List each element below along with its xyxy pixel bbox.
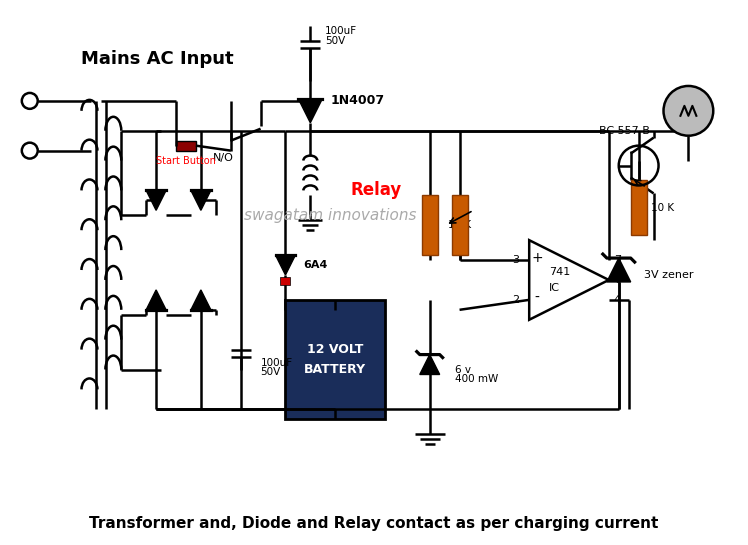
- Text: swagatam innovations: swagatam innovations: [244, 208, 417, 223]
- Text: 6 v: 6 v: [455, 365, 470, 374]
- Bar: [452, 196, 468, 255]
- Text: 100uF: 100uF: [260, 358, 292, 367]
- Bar: [631, 180, 646, 235]
- Polygon shape: [420, 355, 440, 374]
- Text: 7: 7: [614, 255, 621, 265]
- Text: 1N4007: 1N4007: [330, 94, 384, 107]
- Text: Mains AC Input: Mains AC Input: [82, 50, 234, 68]
- Polygon shape: [298, 99, 322, 123]
- Text: -: -: [535, 291, 539, 305]
- Polygon shape: [529, 240, 609, 320]
- Text: 50V: 50V: [260, 367, 280, 378]
- Text: 3: 3: [512, 255, 519, 265]
- Text: Start Button: Start Button: [156, 155, 216, 166]
- Polygon shape: [146, 190, 166, 210]
- Polygon shape: [607, 258, 631, 282]
- Text: Relay: Relay: [350, 181, 402, 199]
- Text: Transformer and, Diode and Relay contact as per charging current: Transformer and, Diode and Relay contact…: [89, 516, 659, 531]
- Text: 100uF: 100uF: [325, 26, 358, 36]
- Text: BATTERY: BATTERY: [304, 363, 367, 376]
- Text: 4: 4: [614, 295, 621, 305]
- Polygon shape: [275, 255, 295, 275]
- Bar: [176, 141, 196, 150]
- Text: 2: 2: [512, 295, 519, 305]
- Text: +: +: [531, 251, 543, 265]
- Bar: [280, 277, 290, 285]
- Text: 741: 741: [549, 267, 571, 277]
- Polygon shape: [146, 290, 166, 310]
- Text: 6A4: 6A4: [304, 260, 328, 270]
- Text: N/O: N/O: [213, 153, 233, 162]
- Text: 3V zener: 3V zener: [643, 270, 693, 280]
- Bar: [422, 196, 438, 255]
- Text: 50V: 50V: [325, 36, 346, 46]
- Polygon shape: [191, 290, 211, 310]
- Circle shape: [663, 86, 714, 136]
- Text: 10 K: 10 K: [651, 203, 674, 213]
- Text: IC: IC: [549, 283, 560, 293]
- Text: 12 VOLT: 12 VOLT: [307, 343, 364, 356]
- Polygon shape: [191, 190, 211, 210]
- Text: 400 mW: 400 mW: [455, 374, 498, 384]
- Text: 10 K: 10 K: [447, 220, 470, 230]
- Text: 6: 6: [614, 275, 621, 285]
- Text: BC 557 B: BC 557 B: [599, 126, 650, 136]
- Bar: [286, 300, 385, 419]
